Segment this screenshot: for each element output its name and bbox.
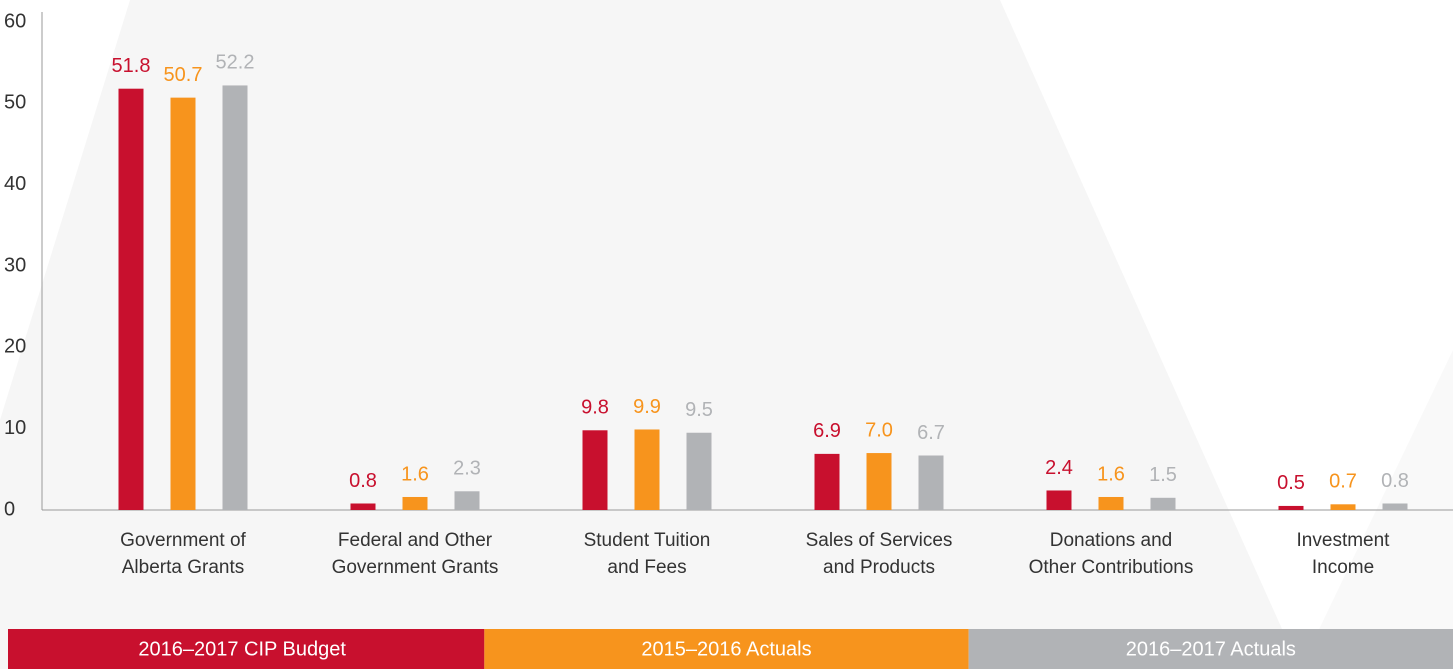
x-tick-label: Government Grants [332,557,499,578]
y-tick-label: 10 [4,417,26,439]
data-label: 9.9 [633,396,661,418]
data-label: 9.5 [685,399,713,421]
data-label: 6.7 [917,422,945,444]
data-label: 0.7 [1329,471,1357,493]
y-tick-label: 60 [4,10,26,32]
bar [1382,503,1408,510]
bar [350,503,376,510]
y-tick-label: 30 [4,254,26,276]
legend-swatch [484,629,969,669]
bar [222,85,248,510]
legend-label: 2016–2017 Actuals [1126,638,1296,660]
data-label: 0.5 [1277,472,1305,494]
bar [1278,505,1304,510]
bar [686,432,712,510]
x-tick-label: Income [1312,557,1374,578]
bar [918,455,944,510]
data-label: 52.2 [216,52,255,74]
background-shape [0,0,1300,669]
x-tick-label: Sales of Services [806,530,953,551]
bar [866,453,892,510]
bar [170,97,196,510]
data-label: 7.0 [865,419,893,441]
bar [814,453,840,510]
x-tick-label: Donations and [1050,530,1173,551]
bar [1046,490,1072,510]
y-tick-label: 40 [4,173,26,195]
x-tick-label: and Products [823,557,935,578]
y-tick-label: 50 [4,92,26,114]
bar [118,88,144,511]
legend-label: 2015–2016 Actuals [641,638,811,660]
data-label: 0.8 [349,470,377,492]
bar [402,496,428,510]
data-label: 1.6 [401,463,429,485]
bar [634,429,660,510]
data-label: 6.9 [813,420,841,442]
x-tick-label: and Fees [607,557,686,578]
x-tick-label: Federal and Other [338,530,493,551]
data-label: 2.4 [1045,457,1073,479]
y-tick-label: 20 [4,336,26,358]
data-label: 0.8 [1381,470,1409,492]
bar [582,430,608,510]
legend-label: 2016–2017 CIP Budget [138,638,346,660]
data-label: 1.5 [1149,464,1177,486]
legend-swatch [968,629,1453,669]
x-tick-label: Student Tuition [584,530,711,551]
bar [1098,496,1124,510]
legend-swatch [8,629,485,669]
data-label: 2.3 [453,458,481,480]
x-tick-label: Government of [120,530,246,551]
data-label: 1.6 [1097,463,1125,485]
x-tick-label: Alberta Grants [122,557,245,578]
data-label: 51.8 [112,55,151,77]
bar [1150,497,1176,510]
data-label: 50.7 [164,64,203,86]
x-tick-label: Other Contributions [1029,557,1194,578]
bar [1330,504,1356,510]
data-label: 9.8 [581,397,609,419]
y-tick-label: 0 [4,498,15,520]
x-tick-label: Investment [1297,530,1391,551]
bar [454,491,480,510]
